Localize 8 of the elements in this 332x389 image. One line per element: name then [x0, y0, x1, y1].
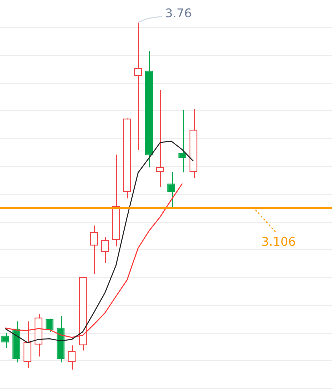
candlestick — [168, 172, 176, 209]
candlestick — [156, 89, 164, 188]
candlestick — [90, 225, 98, 275]
annotation: 3.106 — [262, 235, 296, 250]
candlestick — [24, 321, 32, 369]
text: 3.76 — [165, 6, 192, 21]
candlestick — [178, 110, 187, 174]
candlestick — [134, 22, 142, 151]
